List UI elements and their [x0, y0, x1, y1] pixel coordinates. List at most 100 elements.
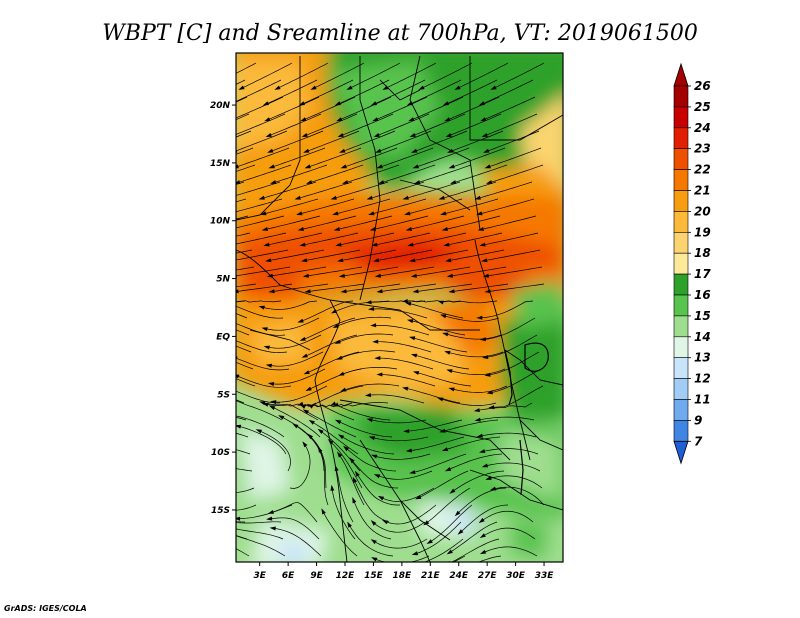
streamline	[457, 62, 509, 89]
streamline	[236, 504, 257, 511]
streamline-arrowhead	[410, 273, 417, 278]
colorbar-swatch	[673, 232, 689, 254]
streamline-arrowhead	[304, 289, 311, 294]
streamline-arrowhead	[299, 242, 306, 247]
streamline	[306, 411, 357, 438]
streamline-arrowhead	[477, 227, 484, 231]
streamline-arrowhead	[260, 211, 267, 216]
colorbar-swatch	[673, 378, 689, 400]
streamline-arrowhead	[230, 533, 236, 537]
streamline-arrowhead	[192, 316, 198, 320]
streamline	[236, 313, 248, 319]
colorbar-label: 11	[694, 393, 711, 407]
streamline	[236, 378, 256, 387]
streamline-arrowhead	[317, 446, 323, 453]
streamline-arrowhead	[340, 289, 347, 294]
streamline-arrowhead	[267, 510, 274, 514]
streamline-arrowhead	[409, 133, 416, 137]
streamline-arrowhead	[193, 258, 199, 262]
streamline	[483, 317, 536, 340]
streamline	[344, 147, 398, 168]
streamline	[429, 504, 473, 543]
streamline	[492, 385, 544, 408]
y-tick-label: 5N	[216, 275, 230, 285]
streamline-arrowhead	[444, 350, 451, 355]
streamline	[236, 521, 282, 524]
streamline	[305, 334, 358, 357]
streamline	[273, 164, 328, 183]
streamline-arrowhead	[371, 242, 378, 247]
streamline	[409, 436, 465, 452]
streamline-arrowhead	[370, 323, 377, 328]
streamline-arrowhead	[301, 133, 308, 137]
streamline	[241, 62, 293, 89]
streamline-arrowhead	[330, 484, 335, 491]
streamline	[339, 232, 395, 246]
y-tick-label: 15S	[211, 506, 230, 516]
streamline	[482, 79, 534, 105]
streamline-arrowhead	[370, 520, 377, 526]
streamline-arrowhead	[410, 353, 418, 358]
streamline	[268, 249, 325, 261]
x-tick-label: 21E	[421, 571, 441, 581]
x-tick-label: 6E	[282, 571, 295, 581]
streamline-arrowhead	[236, 424, 242, 429]
streamline	[481, 510, 534, 523]
streamline	[303, 404, 355, 421]
streamline	[416, 372, 472, 387]
streamline	[446, 79, 498, 105]
streamline-arrowhead	[258, 305, 265, 310]
streamline	[478, 416, 535, 421]
streamline	[414, 130, 468, 152]
streamline-arrowhead	[274, 85, 281, 90]
streamline	[236, 164, 256, 172]
streamline-arrowhead	[445, 133, 452, 137]
streamline-arrowhead	[266, 516, 273, 521]
streamline-arrowhead	[481, 133, 488, 137]
streamline	[493, 62, 545, 89]
streamline	[385, 62, 437, 89]
streamline-arrowhead	[223, 196, 229, 200]
streamline-arrowhead	[481, 258, 488, 263]
colorbar-label: 23	[694, 142, 711, 156]
streamline	[351, 460, 399, 489]
colorbar: 26 25 24 23 22 21 20 19 18 17 16 15 14 13 12 11 9 7	[673, 62, 711, 465]
colorbar-label: 9	[694, 413, 702, 427]
streamline	[480, 432, 537, 438]
streamline	[269, 351, 324, 367]
streamline-arrowhead	[407, 242, 414, 247]
streamline-arrowhead	[308, 419, 315, 425]
streamline-arrowhead	[299, 404, 306, 409]
streamline	[413, 453, 467, 473]
streamline-arrowhead	[489, 486, 497, 491]
streamline	[343, 383, 400, 391]
streamline-arrowhead	[408, 117, 415, 122]
streamline-arrowhead	[236, 164, 239, 169]
streamline-arrowhead	[338, 273, 345, 278]
streamline-arrowhead	[225, 526, 231, 530]
streamline-arrowhead	[264, 117, 271, 122]
streamline-arrowhead	[402, 386, 409, 391]
streamline-arrowhead	[364, 393, 372, 397]
streamline	[452, 147, 506, 168]
streamline	[423, 538, 464, 562]
streamline	[263, 198, 319, 215]
streamline-arrowhead	[301, 353, 308, 358]
streamline	[371, 308, 428, 319]
streamline	[322, 511, 358, 557]
streamline	[482, 448, 539, 455]
streamline	[441, 300, 498, 304]
streamline	[236, 198, 283, 213]
streamline	[236, 329, 250, 336]
streamline-arrowhead	[334, 339, 341, 344]
streamline-arrowhead	[401, 299, 408, 303]
streamline-arrowhead	[267, 382, 275, 386]
streamline-arrowhead	[378, 180, 385, 184]
streamline	[306, 266, 363, 277]
streamline	[236, 79, 282, 102]
streamline-arrowhead	[409, 470, 416, 474]
streamline-arrowhead	[412, 289, 419, 294]
streamline-arrowhead	[265, 363, 272, 368]
streamline	[375, 232, 431, 246]
streamline-arrowhead	[229, 414, 235, 418]
